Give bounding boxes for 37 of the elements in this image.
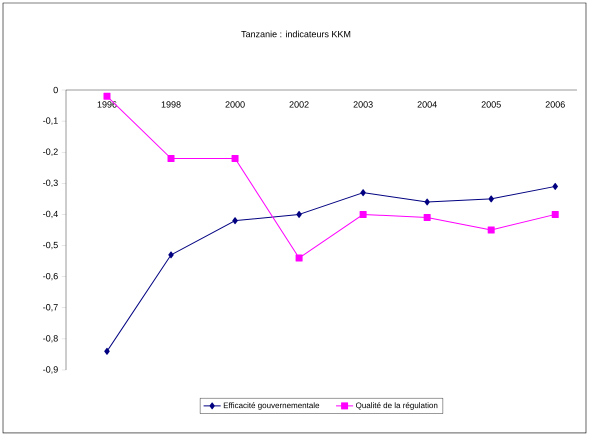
x-tick-label: 1998 — [162, 101, 181, 108]
y-tick-label: 0 — [54, 86, 58, 94]
point — [488, 195, 494, 202]
point — [552, 182, 558, 190]
point — [424, 214, 431, 222]
point — [360, 189, 366, 196]
point — [552, 210, 559, 218]
legend-label: Qualité de la régulation — [356, 402, 438, 410]
x-tick-label: 2002 — [290, 101, 309, 108]
x-tick-label: 2003 — [354, 101, 373, 108]
point — [103, 92, 110, 100]
y-tick-label: -0,2 — [43, 148, 58, 156]
y-tick-label: -0,9 — [43, 366, 58, 374]
point — [104, 348, 110, 355]
x-tick-label: 2005 — [482, 101, 501, 108]
point — [296, 210, 302, 218]
point — [424, 198, 430, 206]
x-tick-label: 2000 — [226, 101, 245, 108]
y-tick-label: -0,3 — [43, 180, 58, 188]
legend-label: Efficacité gouvernementale — [224, 402, 320, 410]
point — [296, 254, 303, 262]
x-tick-label: 2004 — [418, 101, 437, 108]
point — [360, 210, 367, 218]
point — [232, 154, 239, 162]
y-tick-label: -0,5 — [43, 242, 58, 250]
point — [168, 154, 175, 162]
point — [488, 226, 495, 234]
x-tick-label: 2006 — [546, 101, 565, 108]
x-tick-label: 1996 — [98, 101, 117, 108]
y-tick-label: -0,8 — [43, 335, 58, 343]
point — [168, 251, 174, 258]
y-tick-label: -0,7 — [43, 304, 58, 312]
y-tick-label: -0,6 — [43, 272, 58, 280]
y-tick-label: -0,4 — [43, 210, 58, 218]
point — [232, 217, 238, 224]
chart-title: Tanzanie : indicateurs KKM — [241, 30, 350, 38]
y-tick-label: -0,1 — [43, 117, 58, 125]
